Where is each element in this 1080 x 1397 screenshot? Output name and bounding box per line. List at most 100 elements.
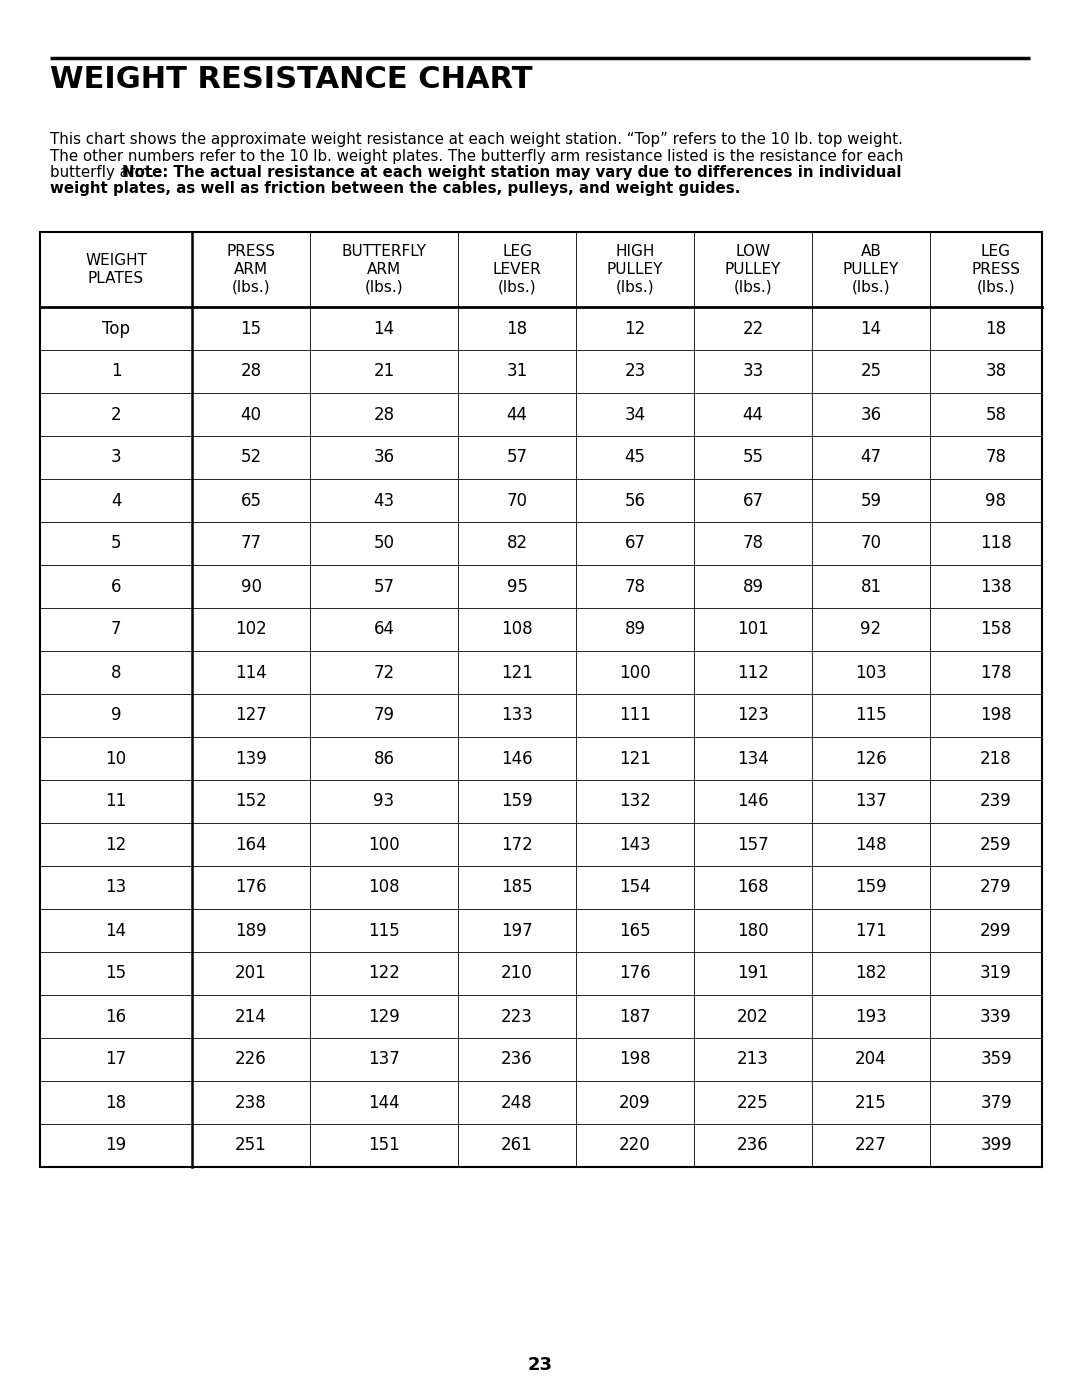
Text: 18: 18 [106, 1094, 126, 1112]
Text: 215: 215 [855, 1094, 887, 1112]
Text: 137: 137 [855, 792, 887, 810]
Text: 261: 261 [501, 1137, 532, 1154]
Text: 92: 92 [861, 620, 881, 638]
Text: 137: 137 [368, 1051, 400, 1069]
Text: 168: 168 [738, 879, 769, 897]
Text: 172: 172 [501, 835, 532, 854]
Text: 238: 238 [235, 1094, 267, 1112]
Text: 178: 178 [981, 664, 1012, 682]
Text: 146: 146 [501, 750, 532, 767]
Text: 25: 25 [861, 362, 881, 380]
Text: WEIGHT
PLATES: WEIGHT PLATES [85, 253, 147, 286]
Text: 13: 13 [106, 879, 126, 897]
Text: 189: 189 [235, 922, 267, 940]
Text: 210: 210 [501, 964, 532, 982]
Text: 18: 18 [985, 320, 1007, 338]
Text: 78: 78 [986, 448, 1007, 467]
Text: 16: 16 [106, 1007, 126, 1025]
Text: 28: 28 [374, 405, 394, 423]
Text: 226: 226 [235, 1051, 267, 1069]
Text: 89: 89 [743, 577, 764, 595]
Text: This chart shows the approximate weight resistance at each weight station. “Top”: This chart shows the approximate weight … [50, 131, 903, 147]
Text: 5: 5 [111, 535, 121, 552]
Text: 57: 57 [507, 448, 527, 467]
Text: 165: 165 [619, 922, 651, 940]
Text: 151: 151 [368, 1137, 400, 1154]
Text: 65: 65 [241, 492, 261, 510]
Text: 10: 10 [106, 750, 126, 767]
Text: 198: 198 [619, 1051, 651, 1069]
Text: 102: 102 [235, 620, 267, 638]
Text: 115: 115 [368, 922, 400, 940]
Text: 236: 236 [738, 1137, 769, 1154]
Text: 204: 204 [855, 1051, 887, 1069]
Text: 187: 187 [619, 1007, 651, 1025]
Text: 114: 114 [235, 664, 267, 682]
Text: 201: 201 [235, 964, 267, 982]
Text: 164: 164 [235, 835, 267, 854]
Text: HIGH
PULLEY
(lbs.): HIGH PULLEY (lbs.) [607, 244, 663, 295]
Text: 45: 45 [624, 448, 646, 467]
Text: butterfly arm.: butterfly arm. [50, 165, 159, 180]
Bar [40, 232, 1042, 1166]
Text: 22: 22 [742, 320, 764, 338]
Text: 209: 209 [619, 1094, 651, 1112]
Text: 6: 6 [111, 577, 121, 595]
Text: 218: 218 [981, 750, 1012, 767]
Text: 34: 34 [624, 405, 646, 423]
Text: 11: 11 [106, 792, 126, 810]
Text: 67: 67 [743, 492, 764, 510]
Text: 93: 93 [374, 792, 394, 810]
Text: 95: 95 [507, 577, 527, 595]
Text: 15: 15 [241, 320, 261, 338]
Text: 223: 223 [501, 1007, 532, 1025]
Text: 56: 56 [624, 492, 646, 510]
Text: 58: 58 [986, 405, 1007, 423]
Text: 100: 100 [368, 835, 400, 854]
Text: 185: 185 [501, 879, 532, 897]
Text: 44: 44 [743, 405, 764, 423]
Text: 36: 36 [861, 405, 881, 423]
Text: 70: 70 [861, 535, 881, 552]
Text: 64: 64 [374, 620, 394, 638]
Text: 132: 132 [619, 792, 651, 810]
Text: 227: 227 [855, 1137, 887, 1154]
Text: 50: 50 [374, 535, 394, 552]
Text: Top: Top [102, 320, 130, 338]
Text: 220: 220 [619, 1137, 651, 1154]
Text: 81: 81 [861, 577, 881, 595]
Text: LEG
PRESS
(lbs.): LEG PRESS (lbs.) [972, 244, 1021, 295]
Text: 86: 86 [374, 750, 394, 767]
Text: 111: 111 [619, 707, 651, 725]
Text: 148: 148 [855, 835, 887, 854]
Text: 18: 18 [507, 320, 527, 338]
Text: AB
PULLEY
(lbs.): AB PULLEY (lbs.) [842, 244, 900, 295]
Text: 138: 138 [981, 577, 1012, 595]
Text: 38: 38 [985, 362, 1007, 380]
Text: 44: 44 [507, 405, 527, 423]
Text: 79: 79 [374, 707, 394, 725]
Text: 319: 319 [981, 964, 1012, 982]
Text: weight plates, as well as friction between the cables, pulleys, and weight guide: weight plates, as well as friction betwe… [50, 182, 741, 197]
Text: 129: 129 [368, 1007, 400, 1025]
Text: BUTTERFLY
ARM
(lbs.): BUTTERFLY ARM (lbs.) [341, 244, 427, 295]
Text: 143: 143 [619, 835, 651, 854]
Text: 239: 239 [981, 792, 1012, 810]
Text: 279: 279 [981, 879, 1012, 897]
Text: 115: 115 [855, 707, 887, 725]
Text: 158: 158 [981, 620, 1012, 638]
Text: The other numbers refer to the 10 lb. weight plates. The butterfly arm resistanc: The other numbers refer to the 10 lb. we… [50, 148, 904, 163]
Text: 225: 225 [738, 1094, 769, 1112]
Text: 197: 197 [501, 922, 532, 940]
Text: 36: 36 [374, 448, 394, 467]
Text: 55: 55 [743, 448, 764, 467]
Text: 3: 3 [110, 448, 121, 467]
Text: 72: 72 [374, 664, 394, 682]
Text: 121: 121 [619, 750, 651, 767]
Text: 77: 77 [241, 535, 261, 552]
Text: 399: 399 [981, 1137, 1012, 1154]
Text: 59: 59 [861, 492, 881, 510]
Text: 159: 159 [501, 792, 532, 810]
Text: 339: 339 [981, 1007, 1012, 1025]
Text: 121: 121 [501, 664, 532, 682]
